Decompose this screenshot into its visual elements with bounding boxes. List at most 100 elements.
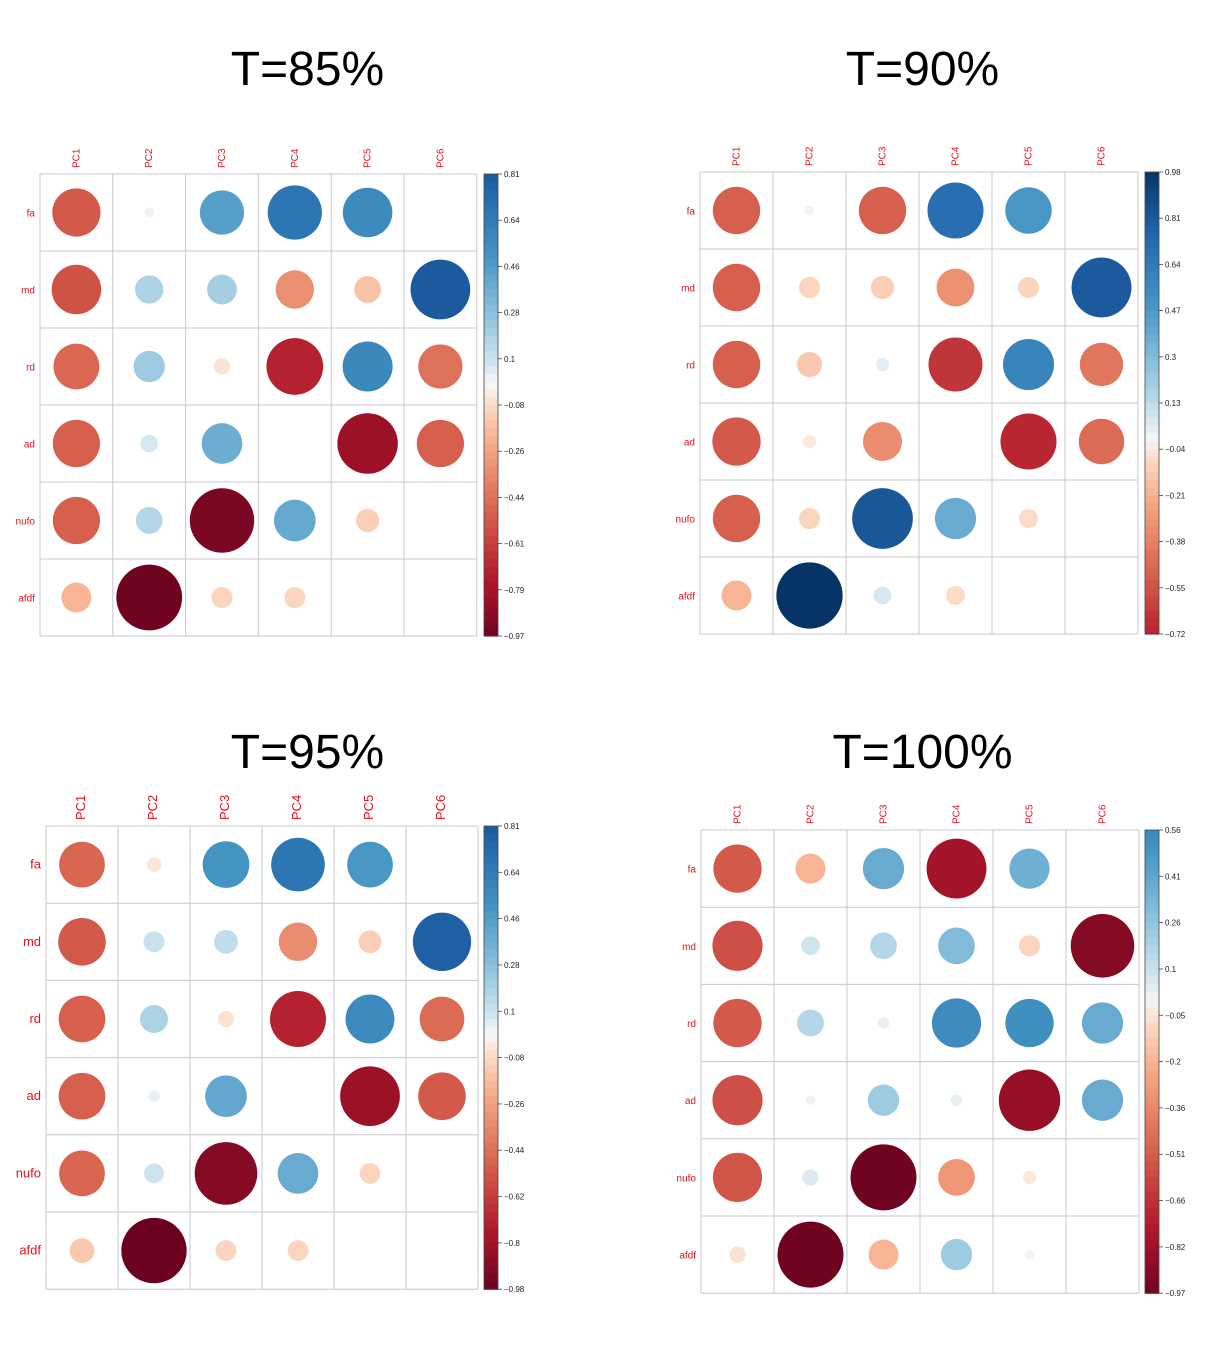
colorbar-segment	[484, 957, 498, 966]
colorbar-tick-label: −0.05	[1165, 1011, 1186, 1020]
colorbar-segment	[484, 1157, 498, 1167]
colorbar-segment	[484, 895, 498, 904]
colorbar-segment	[1145, 356, 1159, 366]
colorbar-segment	[484, 910, 498, 920]
colorbar-segment	[484, 528, 498, 537]
colorbar-segment	[484, 482, 498, 491]
colorbar-segment	[484, 628, 498, 637]
colorbar-segment	[484, 1011, 498, 1020]
correlation-circle	[712, 263, 761, 312]
colorbar-segment	[1145, 1200, 1159, 1209]
colorbar-segment	[484, 1204, 498, 1213]
correlation-circle	[862, 421, 903, 462]
colorbar-segment	[484, 566, 498, 575]
colorbar-segment	[1145, 1185, 1159, 1194]
chart-title: T=90%	[845, 43, 1000, 96]
correlation-circle	[53, 343, 100, 390]
panel-t100: T=100%	[615, 683, 1230, 1366]
colorbar-segment	[484, 366, 498, 375]
correlation-circle	[801, 936, 820, 956]
correlation-circle	[868, 1239, 899, 1270]
colorbar-tick-label: −0.98	[504, 1285, 525, 1294]
colorbar-segment	[484, 1019, 498, 1028]
column-label: PC5	[361, 795, 376, 820]
correlation-circle	[805, 1095, 816, 1105]
colorbar-segment	[484, 833, 498, 843]
colorbar-segment	[484, 1111, 498, 1120]
correlation-circle	[712, 494, 761, 543]
colorbar-segment	[1145, 233, 1159, 242]
colorbar-segment	[1145, 302, 1159, 312]
colorbar-segment	[1145, 938, 1159, 947]
colorbar-segment	[484, 1127, 498, 1136]
row-label: ad	[685, 1096, 696, 1107]
correlation-circle	[354, 276, 381, 303]
colorbar-segment	[484, 1227, 498, 1236]
correlation-circle	[928, 337, 983, 392]
correlation-circle	[52, 419, 101, 468]
correlation-circle	[798, 507, 821, 530]
correlation-circle	[140, 1005, 168, 1033]
colorbar-segment	[1145, 1061, 1159, 1070]
column-label: PC5	[1025, 804, 1036, 824]
panel-t95: T=95%	[0, 683, 615, 1366]
colorbar-segment	[484, 941, 498, 951]
colorbar-tick-label: −0.51	[1165, 1150, 1186, 1159]
correlation-circle	[287, 1240, 309, 1262]
column-label: PC1	[733, 804, 744, 824]
colorbar-segment	[1145, 533, 1159, 543]
correlation-circle	[938, 927, 975, 965]
colorbar-segment	[1145, 172, 1159, 181]
colorbar-tick-label: 0.81	[504, 822, 520, 831]
colorbar-segment	[484, 1235, 498, 1244]
colorbar-tick-label: −0.8	[504, 1239, 520, 1248]
colorbar-segment	[1145, 549, 1159, 558]
colorbar-segment	[484, 1073, 498, 1082]
colorbar-segment	[484, 880, 498, 889]
colorbar-segment	[1145, 464, 1159, 473]
correlation-circle	[802, 1169, 819, 1186]
correlation-circle	[1002, 338, 1055, 391]
colorbar-segment	[484, 1034, 498, 1043]
correlation-circle	[1081, 1002, 1124, 1044]
correlation-circle	[870, 932, 897, 960]
colorbar-segment	[1145, 1015, 1159, 1024]
colorbar-segment	[484, 381, 498, 391]
colorbar-segment	[1145, 1123, 1159, 1132]
colorbar-segment	[1145, 426, 1159, 435]
column-label: PC5	[363, 148, 374, 168]
column-label: PC1	[71, 148, 82, 168]
colorbar-segment	[1145, 1038, 1159, 1047]
colorbar-segment	[484, 451, 498, 460]
correlation-circle	[418, 1072, 466, 1120]
correlation-circle	[358, 930, 382, 954]
colorbar-segment	[484, 227, 498, 237]
correlation-circle	[713, 844, 762, 893]
colorbar-segment	[1145, 279, 1159, 289]
correlation-circle	[418, 344, 463, 389]
colorbar-segment	[484, 1258, 498, 1267]
column-label: PC3	[878, 146, 889, 166]
correlation-circle	[202, 841, 250, 888]
correlation-circle	[140, 434, 159, 453]
correlation-circle	[135, 507, 163, 534]
column-label: PC4	[951, 146, 962, 166]
colorbar-segment	[1145, 1030, 1159, 1040]
correlation-circle	[804, 205, 815, 216]
colorbar-segment	[484, 826, 498, 835]
colorbar-segment	[1145, 930, 1159, 939]
colorbar-segment	[1145, 984, 1159, 993]
correlation-circle	[1017, 276, 1040, 299]
colorbar-segment	[484, 212, 498, 221]
colorbar-segment	[1145, 1231, 1159, 1240]
colorbar-segment	[1145, 1046, 1159, 1055]
colorbar-segment	[1145, 1154, 1159, 1163]
correlation-circle	[795, 853, 826, 884]
colorbar-segment	[1145, 449, 1159, 458]
colorbar-segment	[484, 289, 498, 298]
correlation-circle	[938, 1159, 975, 1196]
correlation-circle	[135, 275, 164, 304]
correlation-circle	[1078, 418, 1125, 465]
colorbar-segment	[484, 374, 498, 383]
colorbar-tick-label: 0.13	[1165, 399, 1181, 408]
